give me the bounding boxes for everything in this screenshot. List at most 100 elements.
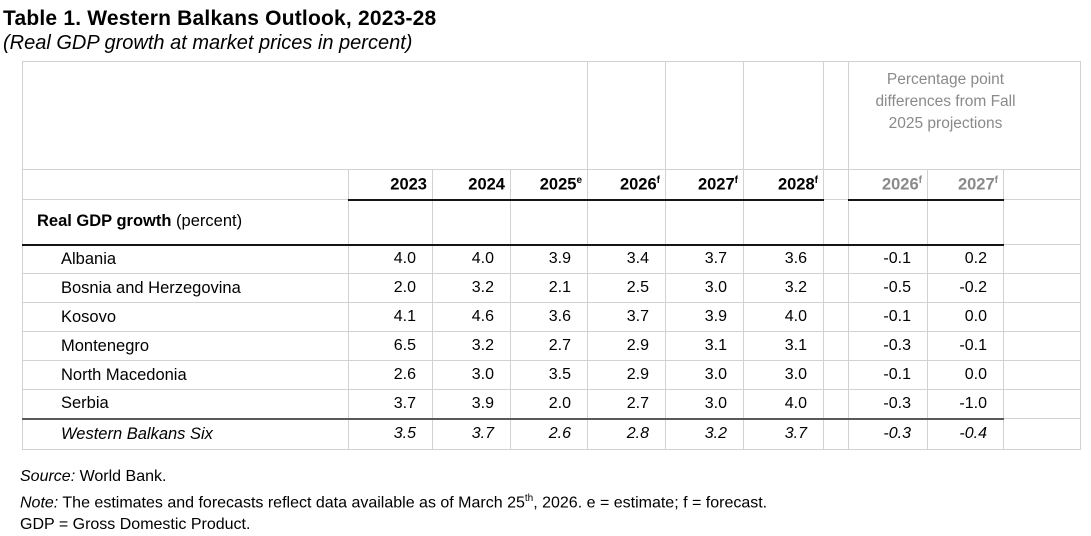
cell-diff: -0.1: [848, 302, 928, 332]
year-label: 2026: [619, 175, 657, 193]
year-label: 2024: [468, 175, 505, 193]
trailing-cell: [1003, 331, 1082, 361]
section-header-row: Real GDP growth (percent): [22, 199, 1082, 246]
note-label: Note:: [20, 494, 59, 512]
cell-value: 3.0: [432, 360, 511, 390]
row-label: North Macedonia: [22, 360, 349, 390]
cell-value: 4.1: [348, 302, 433, 332]
cell-value: 3.4: [587, 244, 666, 274]
cell-value: 3.0: [665, 273, 744, 303]
source-label: Source:: [20, 468, 76, 485]
trailing-cell: [1003, 244, 1082, 274]
section-header-normal: (percent): [171, 212, 243, 231]
table-row: Montenegro 6.5 3.2 2.7 2.9 3.1 3.1 -0.3 -0.1: [22, 331, 1082, 361]
row-label: Albania: [22, 244, 349, 274]
spacer-cell: [823, 302, 849, 332]
cell-value: 3.7: [587, 302, 666, 332]
year-label: 2023: [390, 175, 427, 193]
cell-value: 2.0: [510, 389, 588, 420]
spacer-cell: [823, 169, 849, 200]
cell-value: 2.5: [587, 273, 666, 303]
year-column-header: 2028f: [743, 169, 824, 201]
data-note: Note: The estimates and forecasts reflec…: [20, 488, 1091, 514]
blank-header-cell: [743, 61, 824, 170]
year-column-header: 2023: [348, 169, 433, 201]
blank-cell: [348, 199, 433, 246]
section-header-label: Real GDP growth (percent): [22, 199, 349, 246]
cell-diff: -0.1: [927, 331, 1004, 361]
cell-value: 3.2: [665, 418, 744, 450]
cell-value: 3.9: [432, 389, 511, 420]
cell-value: 3.5: [510, 360, 588, 390]
spacer-cell: [823, 331, 849, 361]
cell-value: 3.2: [743, 273, 824, 303]
year-superscript: f: [814, 174, 818, 186]
blank-cell: [432, 199, 511, 246]
year-label: 2028: [777, 175, 815, 193]
row-label: Bosnia and Herzegovina: [22, 273, 349, 303]
row-label: Western Balkans Six: [22, 418, 349, 450]
blank-header-cell: [587, 61, 666, 170]
blank-cell: [927, 199, 1004, 246]
cell-value: 3.2: [432, 331, 511, 361]
cell-diff: -0.1: [848, 360, 928, 390]
cell-diff: 0.2: [927, 244, 1004, 274]
blank-cell: [587, 199, 666, 246]
table-row: North Macedonia 2.6 3.0 3.5 2.9 3.0 3.0 -0.1 0.0: [22, 360, 1082, 390]
year-column-header: 2025e: [510, 169, 588, 201]
cell-value: 2.8: [587, 418, 666, 450]
table-row: Albania 4.0 4.0 3.9 3.4 3.7 3.6 -0.1 0.2: [22, 244, 1082, 274]
spacer-cell: [823, 389, 849, 420]
cell-diff: -0.5: [848, 273, 928, 303]
table-row: Bosnia and Herzegovina 2.0 3.2 2.1 2.5 3.0 3.2…: [22, 273, 1082, 303]
year-label: 2025: [539, 175, 577, 193]
gdp-abbreviation-note: GDP = Gross Domestic Product.: [20, 516, 251, 534]
cell-value: 3.9: [510, 244, 588, 274]
cell-diff: 0.0: [927, 360, 1004, 390]
cell-value: 3.7: [665, 244, 744, 274]
note-text: , 2026. e = estimate; f = forecast.: [533, 494, 768, 512]
row-label: Montenegro: [22, 331, 349, 361]
year-superscript: f: [656, 174, 660, 186]
source-text: World Bank.: [75, 468, 167, 485]
trailing-cell: [1003, 199, 1082, 245]
cell-value: 2.7: [587, 389, 666, 420]
cell-diff: -0.3: [848, 418, 928, 450]
year-label: 2026: [881, 175, 919, 193]
spacer-cell: [823, 273, 849, 303]
row-label: Kosovo: [22, 302, 349, 332]
section-header-bold: Real GDP growth: [37, 212, 172, 231]
diff-group-header-row: Percentage point differences from Fall 2…: [22, 61, 1082, 170]
blank-cell: [743, 199, 824, 246]
cell-value: 3.6: [510, 302, 588, 332]
row-label: Serbia: [22, 389, 349, 420]
blank-cell: [848, 199, 928, 246]
table-row: Serbia 3.7 3.9 2.0 2.7 3.0 4.0 -0.3 -1.0: [22, 389, 1082, 420]
column-header-row: 2023 2024 2025e 2026f 2027f 2028f 2026f …: [22, 169, 1082, 201]
spacer-cell: [823, 61, 849, 170]
cell-value: 4.6: [432, 302, 511, 332]
cell-value: 2.9: [587, 360, 666, 390]
spacer-cell: [823, 244, 849, 274]
cell-value: 3.5: [348, 418, 433, 450]
cell-value: 3.6: [743, 244, 824, 274]
cell-value: 3.0: [743, 360, 824, 390]
cell-value: 2.6: [510, 418, 588, 450]
note-superscript: th: [524, 493, 534, 504]
trailing-cell: [1003, 302, 1082, 332]
outlook-table: Percentage point differences from Fall 2…: [22, 61, 1082, 450]
cell-value: 3.0: [665, 360, 744, 390]
cell-value: 3.7: [743, 418, 824, 450]
cell-diff: -1.0: [927, 389, 1004, 420]
cell-value: 4.0: [348, 244, 433, 274]
cell-diff: -0.3: [848, 331, 928, 361]
note-text: The estimates and forecasts reflect data…: [58, 494, 525, 512]
diff-group-header: Percentage point differences from Fall 2…: [848, 61, 1082, 170]
table-row: Western Balkans Six 3.5 3.7 2.6 2.8 3.2 3.7 -0.…: [22, 418, 1082, 450]
cell-diff: 0.0: [927, 302, 1004, 332]
year-column-header: 2026f: [587, 169, 666, 201]
cell-value: 3.2: [432, 273, 511, 303]
year-superscript: f: [918, 174, 922, 186]
cell-value: 2.7: [510, 331, 588, 361]
source-note: Source: World Bank.: [20, 466, 1091, 488]
